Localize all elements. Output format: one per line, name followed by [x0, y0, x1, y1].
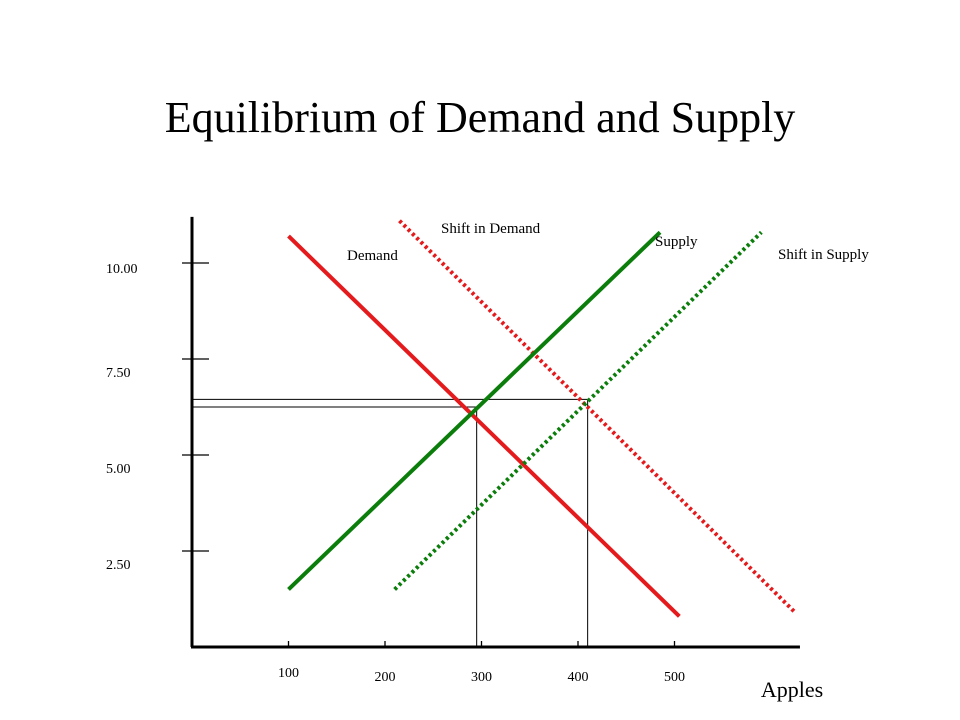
y-tick-label-3: 10.00	[106, 262, 138, 277]
y-tick-label-1: 5.00	[106, 462, 131, 477]
series-label-supply: Supply	[655, 234, 698, 250]
y-tick-label-0: 2.50	[106, 558, 131, 573]
x-axis-label: Apples	[761, 677, 823, 702]
x-tick-label-0: 100	[278, 666, 299, 681]
x-tick-label-1: 200	[375, 670, 396, 685]
series-line-shift-in-supply	[393, 230, 763, 591]
series-label-demand: Demand	[347, 248, 398, 264]
series-line-supply	[287, 230, 662, 591]
series-lines	[287, 219, 797, 618]
chart-title: Equilibrium of Demand and Supply	[164, 93, 796, 142]
series-line-demand	[287, 234, 681, 618]
series-label-shift-in-supply: Shift in Supply	[778, 247, 869, 263]
equilibrium-guides	[192, 398, 589, 647]
axes	[182, 216, 800, 649]
series-label-shift-in-demand: Shift in Demand	[441, 221, 541, 237]
series-line-shift-in-demand	[398, 219, 797, 614]
x-tick-label-4: 500	[664, 670, 685, 685]
y-tick-label-2: 7.50	[106, 366, 131, 381]
x-tick-label-2: 300	[471, 670, 492, 685]
labels: 2.50 5.00 7.50 10.00 100 200 300 400 500 Apples De…	[106, 221, 869, 702]
x-tick-label-3: 400	[568, 670, 589, 685]
